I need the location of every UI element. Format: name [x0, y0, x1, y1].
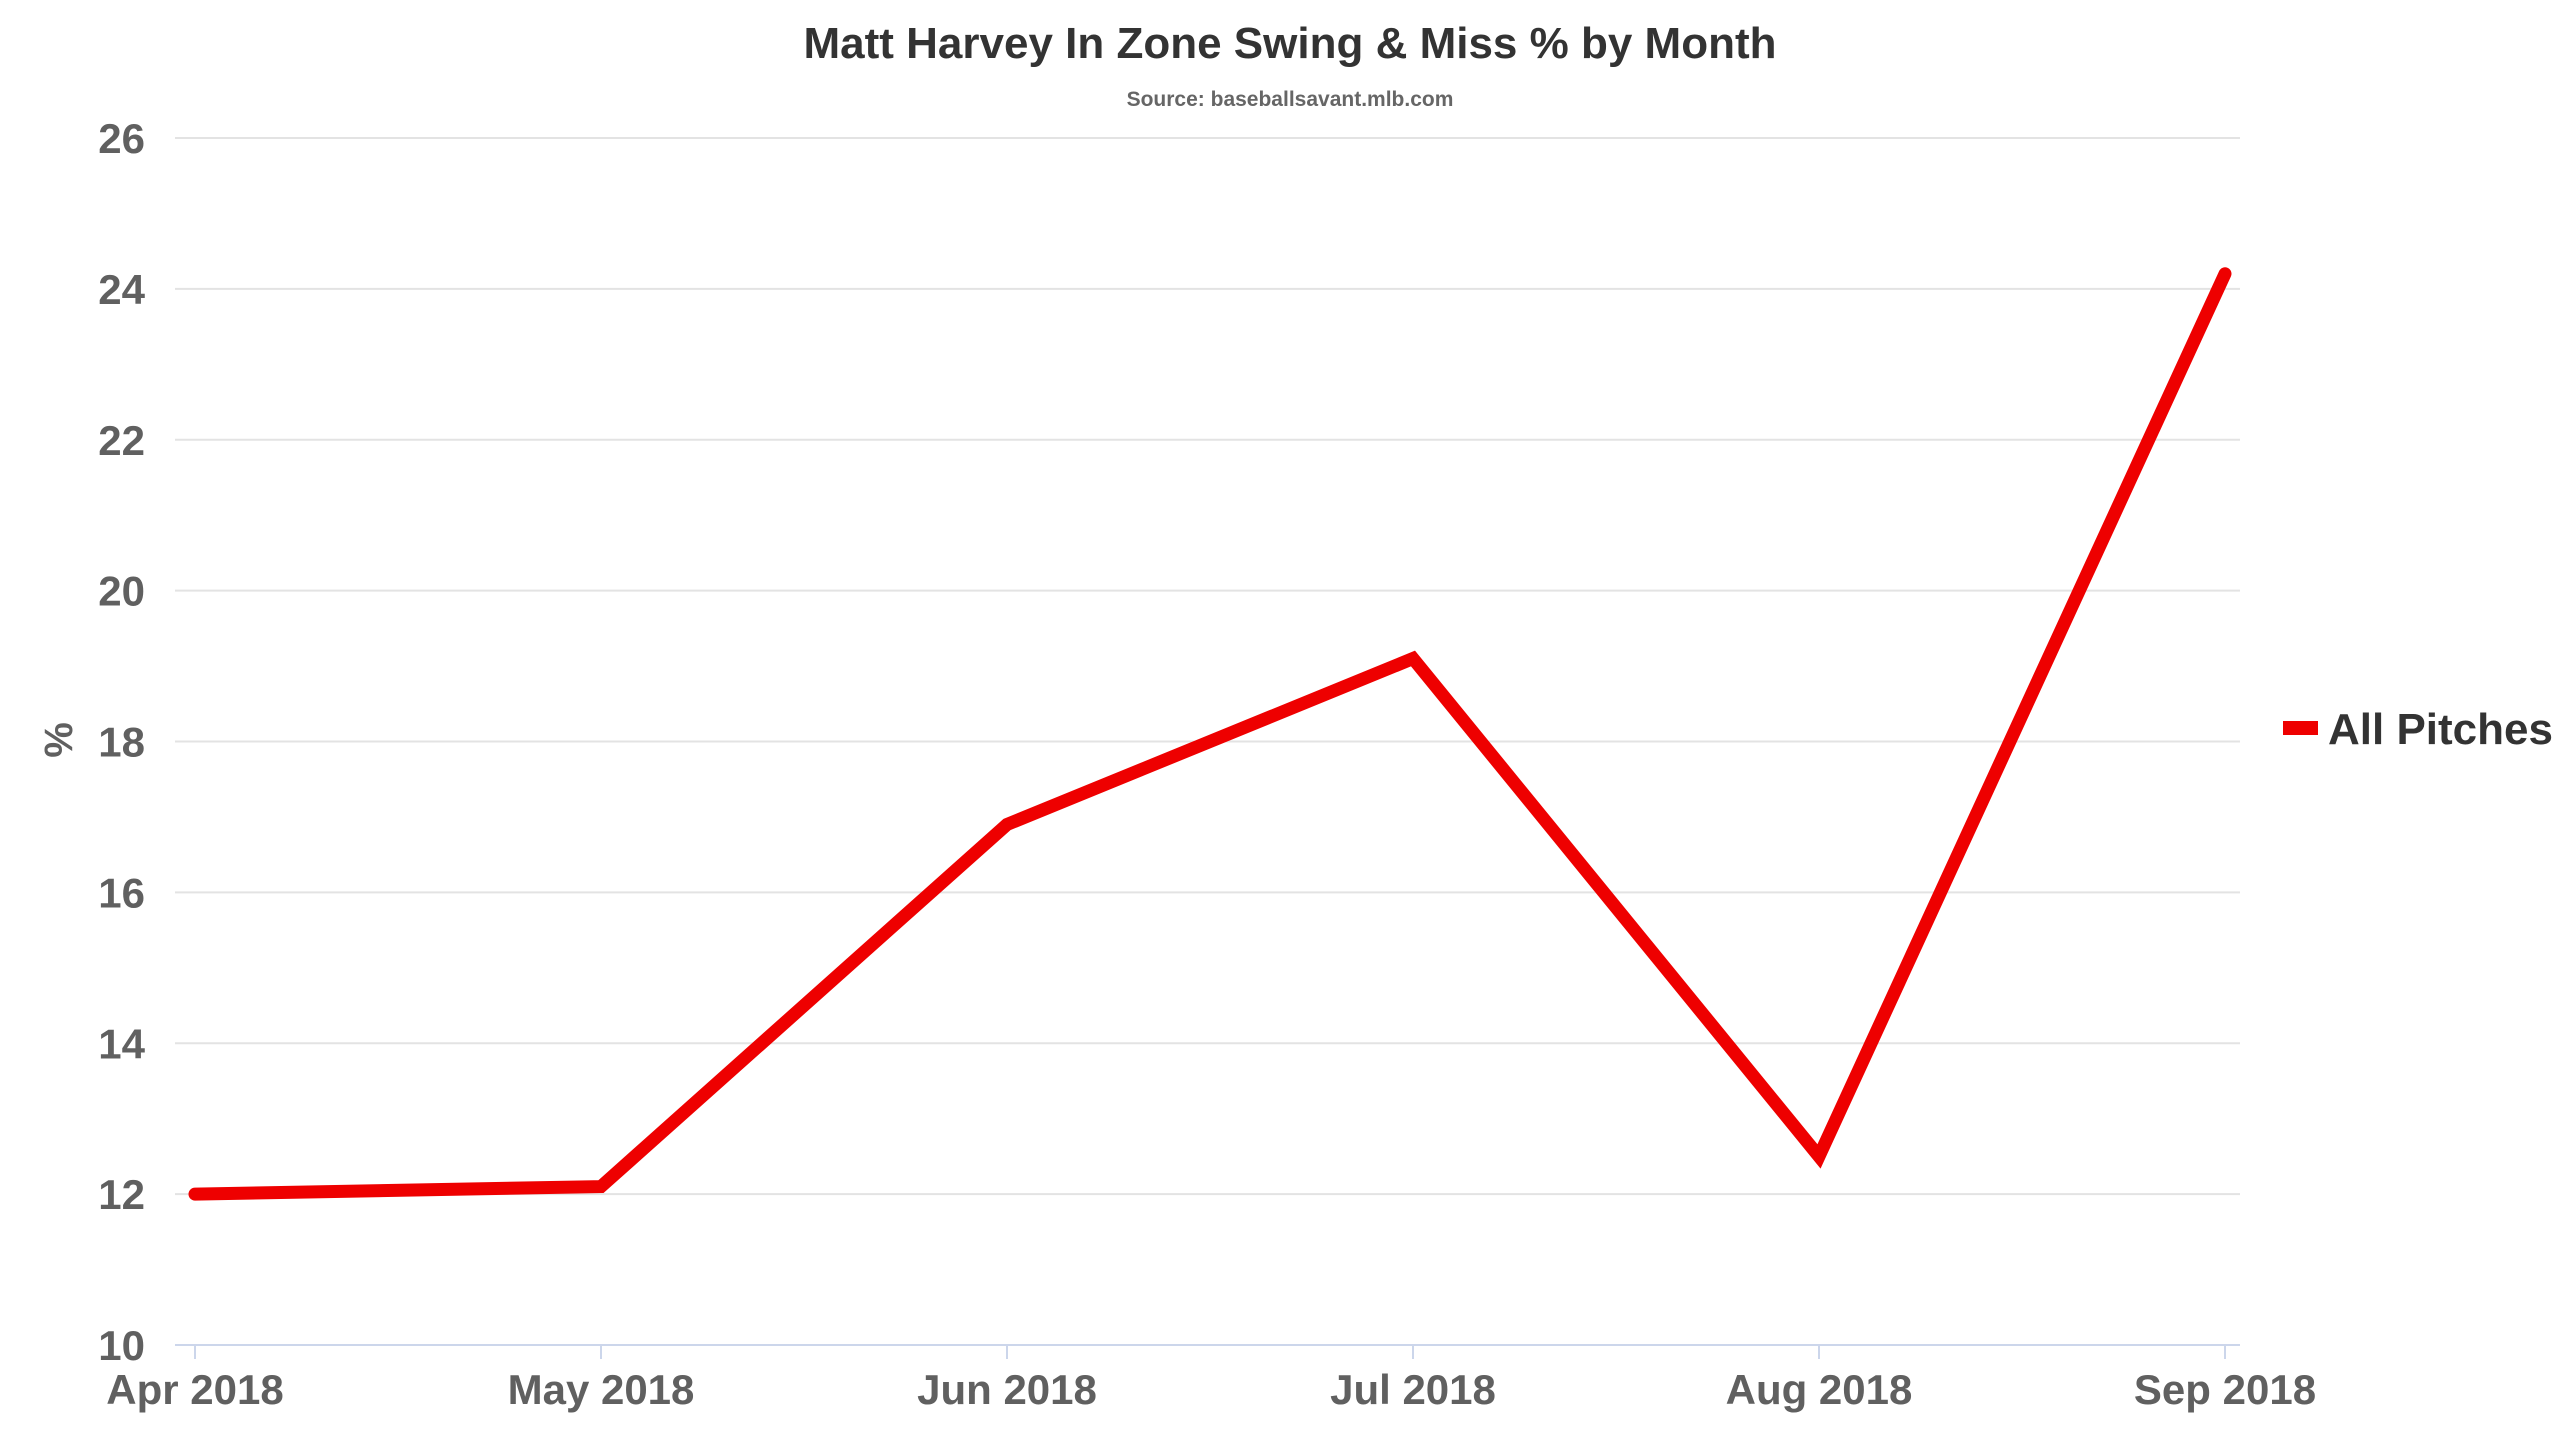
legend-label: All Pitches	[2328, 705, 2553, 754]
y-axis-title: %	[37, 722, 81, 758]
x-tick-label: Jun 2018	[917, 1366, 1097, 1413]
chart-subtitle: Source: baseballsavant.mlb.com	[1127, 88, 1454, 111]
y-tick-label: 16	[98, 869, 145, 916]
x-tick-label: Apr 2018	[106, 1366, 283, 1413]
data-point[interactable]	[2223, 271, 2227, 276]
series-line[interactable]	[188, 267, 2232, 1201]
legend-item[interactable]: All Pitches	[2283, 705, 2553, 754]
gridlines	[175, 137, 2240, 1196]
data-point[interactable]	[1817, 1154, 1821, 1159]
y-tick-label: 12	[98, 1171, 145, 1218]
y-axis: 10 12 14 16 18 20 22 24 26	[98, 115, 145, 1369]
x-tick-label: May 2018	[508, 1366, 695, 1413]
x-tick-label: Aug 2018	[1726, 1366, 1913, 1413]
y-tick-label: 10	[98, 1322, 145, 1369]
legend[interactable]: All Pitches	[2283, 705, 2553, 754]
y-tick-label: 18	[98, 719, 145, 766]
chart-title: Matt Harvey In Zone Swing & Miss % by Mo…	[804, 19, 1777, 68]
y-tick-label: 24	[98, 266, 145, 313]
data-point[interactable]	[1005, 822, 1009, 827]
y-tick-label: 22	[98, 417, 145, 464]
series-layer	[188, 267, 2232, 1201]
x-tick-label: Jul 2018	[1330, 1366, 1496, 1413]
data-point[interactable]	[193, 1192, 197, 1197]
x-tick-label: Sep 2018	[2134, 1366, 2316, 1413]
x-axis-ticks: Apr 2018 May 2018 Jun 2018 Jul 2018 Aug 2018…	[106, 1345, 2316, 1413]
y-tick-label: 20	[98, 568, 145, 615]
legend-swatch	[2283, 721, 2318, 735]
y-tick-label: 14	[98, 1020, 145, 1067]
data-point[interactable]	[1411, 656, 1415, 661]
data-point[interactable]	[599, 1184, 603, 1189]
y-tick-label: 26	[98, 115, 145, 162]
